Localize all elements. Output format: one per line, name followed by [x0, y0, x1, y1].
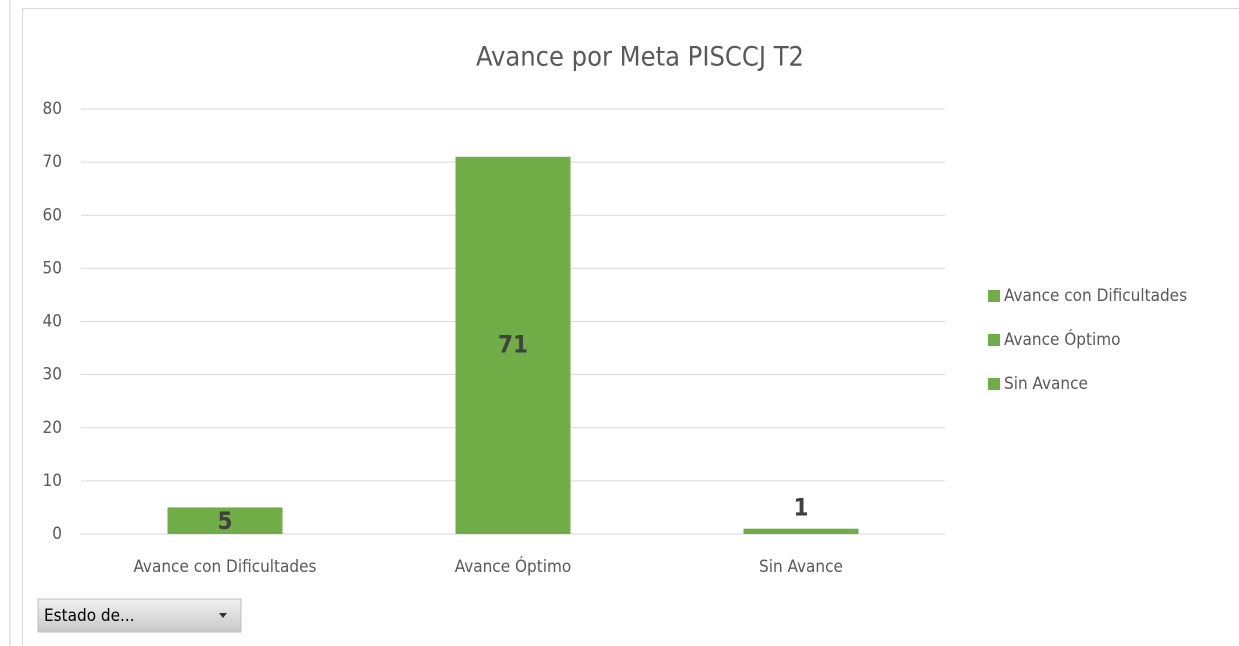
y-tick-label: 80	[43, 99, 62, 119]
y-tick-label: 0	[52, 524, 62, 544]
bar	[743, 528, 859, 534]
y-tick-label: 50	[43, 258, 62, 278]
y-tick-label: 30	[43, 365, 62, 385]
legend-swatch	[988, 378, 1000, 390]
x-tick-label: Sin Avance	[759, 557, 843, 577]
data-label: 71	[498, 330, 528, 358]
button-label[interactable]: Estado de...	[44, 606, 135, 626]
legend-label: Avance con Dificultades	[1004, 286, 1187, 306]
field-button[interactable]: Estado de...	[37, 598, 242, 633]
y-tick-label: 40	[43, 312, 62, 332]
y-tick-label: 20	[43, 418, 62, 438]
legend-swatch	[988, 334, 1000, 346]
data-label: 5	[217, 507, 232, 535]
legend-label: Sin Avance	[1004, 374, 1088, 394]
x-tick-label: Avance con Dificultades	[133, 557, 316, 577]
bar	[455, 156, 571, 534]
x-tick-label: Avance Óptimo	[455, 555, 572, 577]
y-tick-label: 70	[43, 152, 62, 172]
bar	[167, 507, 283, 534]
button-background[interactable]	[37, 598, 242, 633]
y-tick-label: 60	[43, 205, 62, 225]
chart-title: Avance por Meta PISCCJ T2	[476, 42, 804, 73]
dropdown-arrow[interactable]	[219, 613, 227, 618]
legend-label: Avance Óptimo	[1004, 328, 1121, 350]
legend-swatch	[988, 290, 1000, 302]
y-tick-label: 10	[43, 471, 62, 491]
chart-frame	[22, 8, 1239, 646]
data-label: 1	[793, 494, 808, 522]
